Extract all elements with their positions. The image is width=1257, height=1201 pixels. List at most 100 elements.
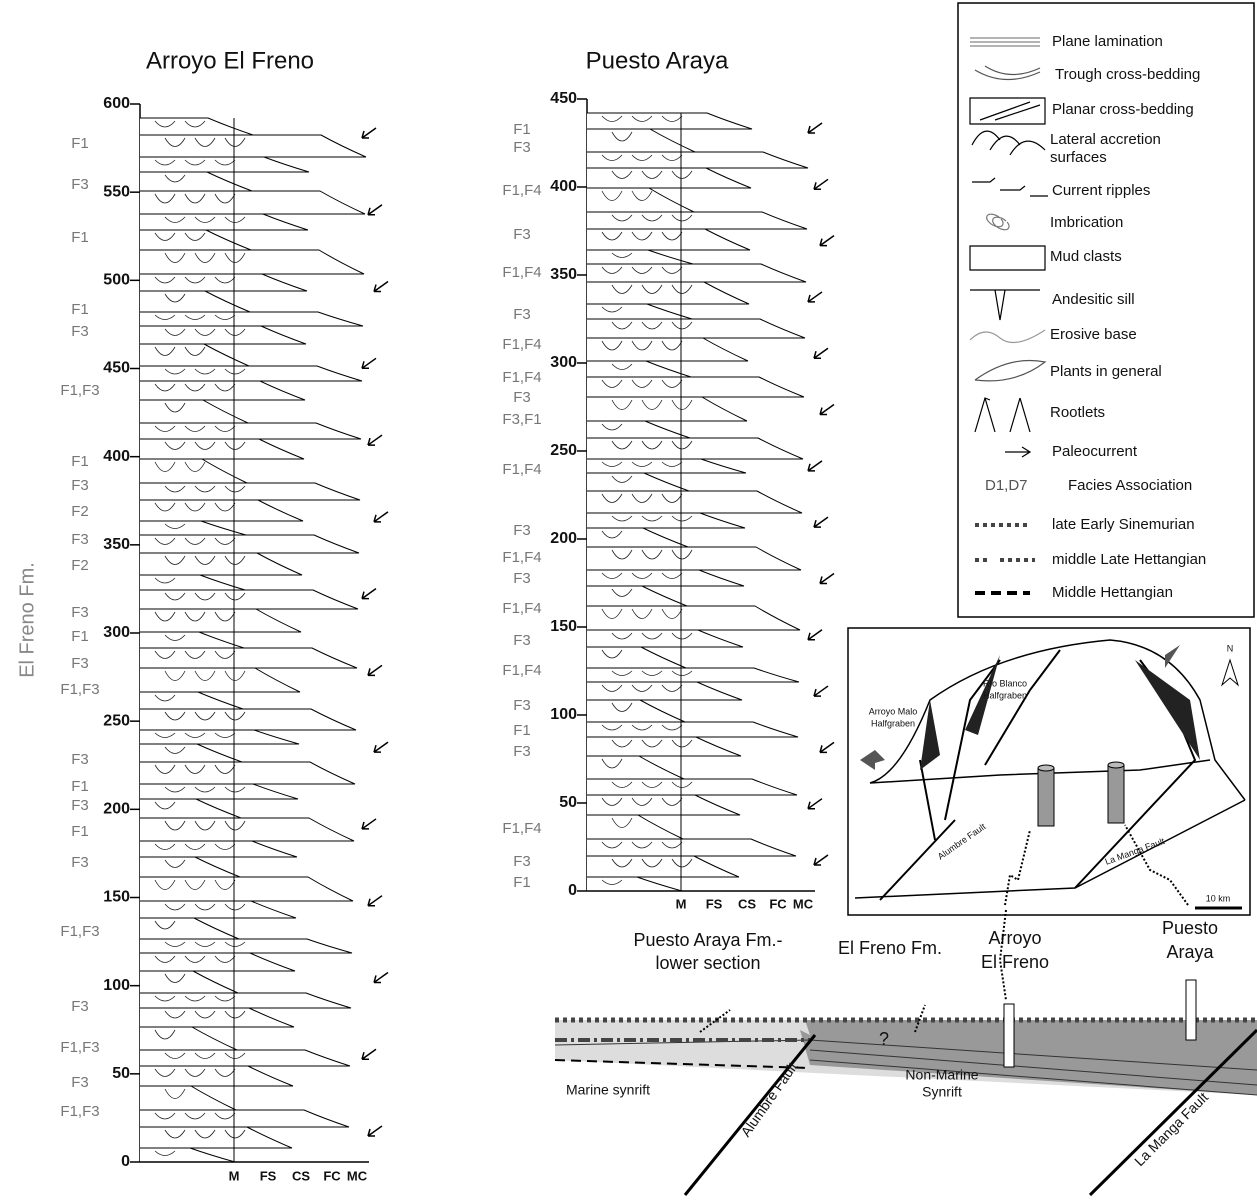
well: [1038, 768, 1054, 826]
bed: [587, 856, 739, 877]
tick-label: 200: [103, 801, 130, 818]
well: [1108, 762, 1124, 768]
paleocurrent: [820, 573, 834, 583]
paleocurrent: [814, 517, 828, 527]
facies-label: F3: [71, 323, 89, 340]
paleocurrent: [368, 665, 382, 675]
column-marker: [1004, 1004, 1014, 1067]
facies-label: F3: [71, 998, 89, 1015]
grain-size: M: [676, 896, 687, 911]
bed: [140, 1127, 292, 1148]
facies-label: F1,F4: [502, 820, 541, 837]
facies-label: F3,F1: [502, 411, 541, 428]
tick-label: 350: [550, 266, 577, 283]
facies-label: F3: [71, 854, 89, 871]
bed: [140, 191, 365, 214]
bed: [587, 304, 692, 319]
facies-label: F3: [513, 139, 531, 156]
bed: [140, 1086, 236, 1110]
bed: [140, 344, 249, 366]
facies-label: F3: [513, 697, 531, 714]
paleocurrent: [808, 292, 822, 302]
tick-label: 350: [103, 536, 130, 553]
grain-size: FC: [769, 896, 787, 911]
bed: [587, 250, 693, 264]
legend-label: Lateral accretion: [1050, 131, 1161, 148]
legend-label: Mud clasts: [1050, 248, 1122, 265]
facies-label: F3: [71, 751, 89, 768]
bed: [587, 264, 806, 282]
paleocurrent: [808, 123, 822, 133]
xs-label: La Manga Fault: [1131, 1089, 1211, 1169]
paleocurrent: [820, 236, 834, 246]
paleocurrent: [374, 282, 388, 292]
bed: [140, 632, 244, 648]
tick-label: 0: [121, 1153, 130, 1170]
facies-label: F1,F4: [502, 461, 541, 478]
legend-label: surfaces: [1050, 149, 1107, 166]
legend-label: Plants in general: [1050, 363, 1162, 380]
bed: [140, 1148, 235, 1162]
grain-size: CS: [738, 896, 756, 911]
grain-size: FS: [260, 1168, 277, 1183]
facies-label: F3: [513, 570, 531, 587]
bed: [140, 730, 299, 744]
legend-label: Paleocurrent: [1052, 443, 1138, 460]
facies-label: F3: [513, 853, 531, 870]
tick-label: 100: [103, 977, 130, 994]
facies-label: F3: [513, 226, 531, 243]
map-label: Halfgraben: [983, 690, 1027, 700]
bed: [140, 326, 306, 344]
well: [1038, 765, 1054, 771]
bed: [140, 857, 240, 877]
xs-label: Non-Marine: [905, 1067, 978, 1083]
tick-label: 450: [550, 90, 577, 107]
bed: [140, 762, 355, 784]
section-title: Puesto Araya: [586, 47, 729, 74]
facies-label: F3: [71, 797, 89, 814]
tick-label: 150: [103, 889, 130, 906]
xs-label: Araya: [1166, 942, 1214, 962]
grain-size: MC: [347, 1168, 368, 1183]
bed: [587, 377, 804, 397]
tick-label: 100: [550, 706, 577, 723]
facies-label: F3: [71, 1074, 89, 1091]
tick-label: 600: [103, 95, 130, 112]
facies-label: F1,F3: [60, 382, 99, 399]
bed: [587, 397, 747, 421]
paleocurrent: [368, 1126, 382, 1136]
grain-size: M: [229, 1168, 240, 1183]
tick-label: 500: [103, 272, 130, 289]
paleocurrent: [362, 358, 376, 368]
bed: [587, 491, 802, 513]
bed: [140, 521, 246, 535]
map-label: Halfgraben: [871, 718, 915, 728]
map-label: Arroyo Malo: [869, 706, 918, 716]
grain-size: FC: [323, 1168, 341, 1183]
legend-label: Erosive base: [1050, 326, 1137, 343]
facies-label: F1,F3: [60, 923, 99, 940]
bed: [140, 901, 296, 918]
xs-label: El Freno Fm.: [838, 938, 942, 958]
bed: [140, 993, 351, 1008]
paleocurrent: [808, 630, 822, 640]
paleocurrent: [362, 819, 376, 829]
bed: [140, 1008, 294, 1027]
facies-label: F3: [71, 477, 89, 494]
bed: [587, 722, 798, 737]
bed: [140, 214, 308, 230]
map-label: Río Blanco: [983, 678, 1027, 688]
facies-label: F1: [71, 778, 89, 795]
bed: [140, 1110, 349, 1127]
legend-label: Planar cross-bedding: [1052, 101, 1194, 118]
facies-label: F3: [71, 176, 89, 193]
paleocurrent: [362, 589, 376, 599]
legend-label: middle Late Hettangian: [1052, 551, 1206, 568]
facies-label: F1: [71, 135, 89, 152]
bed: [587, 630, 743, 647]
xs-label: ?: [879, 1029, 889, 1049]
figure: Arroyo El Freno Puesto Araya El Freno Fm…: [0, 0, 1257, 1201]
bed: [140, 668, 300, 692]
map: Arroyo Malo Halfgraben Río Blanco Halfgr…: [848, 628, 1250, 915]
grain-size: FS: [706, 896, 723, 911]
